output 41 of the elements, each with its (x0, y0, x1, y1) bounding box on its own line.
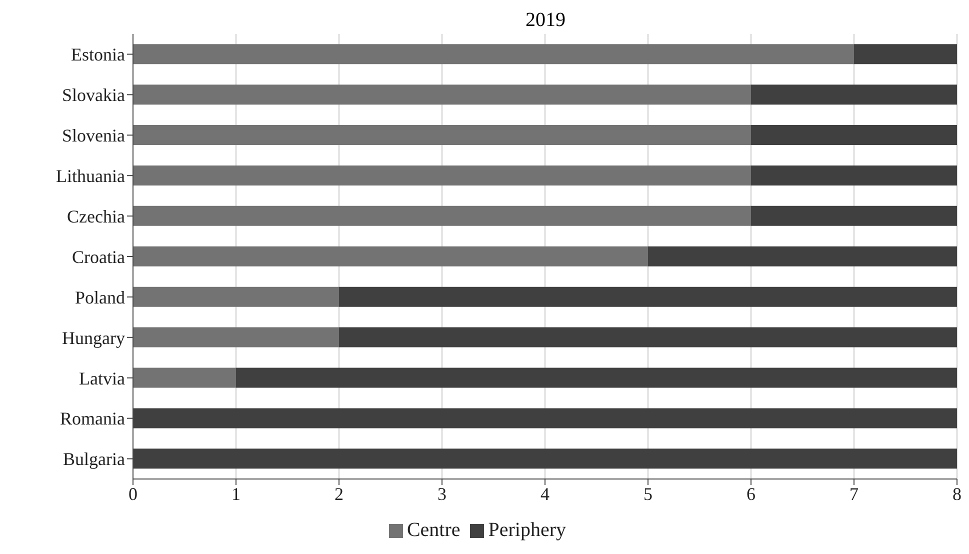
y-tick-label: Croatia (72, 246, 126, 267)
bar (133, 206, 751, 226)
x-tick-label: 0 (128, 484, 138, 504)
bar (854, 44, 957, 64)
x-tick-label: 5 (644, 484, 652, 504)
legend-label: Periphery (488, 519, 566, 541)
x-tick-label: 4 (540, 484, 550, 504)
y-tick-label: Bulgaria (63, 449, 126, 470)
bar (133, 368, 236, 388)
x-tick-label: 6 (746, 484, 756, 504)
bar (133, 165, 751, 186)
bar (751, 125, 957, 146)
y-tick-label: Slovenia (62, 126, 125, 146)
legend-label: Centre (406, 519, 460, 541)
y-tick-label: Slovakia (62, 85, 125, 106)
bar (133, 44, 854, 64)
y-tick-label: Poland (74, 287, 125, 308)
bar (751, 206, 957, 226)
chart-title: 2019 (524, 8, 566, 32)
y-tick-label: Czechia (67, 206, 126, 226)
bar (133, 286, 339, 307)
bar (133, 246, 648, 266)
y-tick-label: Estonia (71, 44, 125, 65)
bar (648, 246, 957, 266)
x-tick-label: 8 (952, 484, 962, 504)
y-tick-label: Hungary (62, 328, 125, 348)
x-tick-label: 7 (850, 484, 858, 504)
y-tick-label: Romania (60, 408, 125, 429)
x-tick-label: 3 (438, 484, 446, 504)
bar (339, 286, 957, 307)
bar (751, 84, 957, 105)
x-tick-label: 1 (232, 484, 240, 504)
x-tick-label: 2 (334, 484, 344, 504)
bar (133, 84, 751, 105)
bar (339, 327, 957, 348)
y-tick-label: Lithuania (56, 166, 126, 186)
bar (236, 368, 957, 388)
y-tick-label: Latvia (79, 368, 125, 388)
bar (751, 165, 957, 186)
bar (133, 327, 339, 348)
bar (133, 125, 751, 146)
